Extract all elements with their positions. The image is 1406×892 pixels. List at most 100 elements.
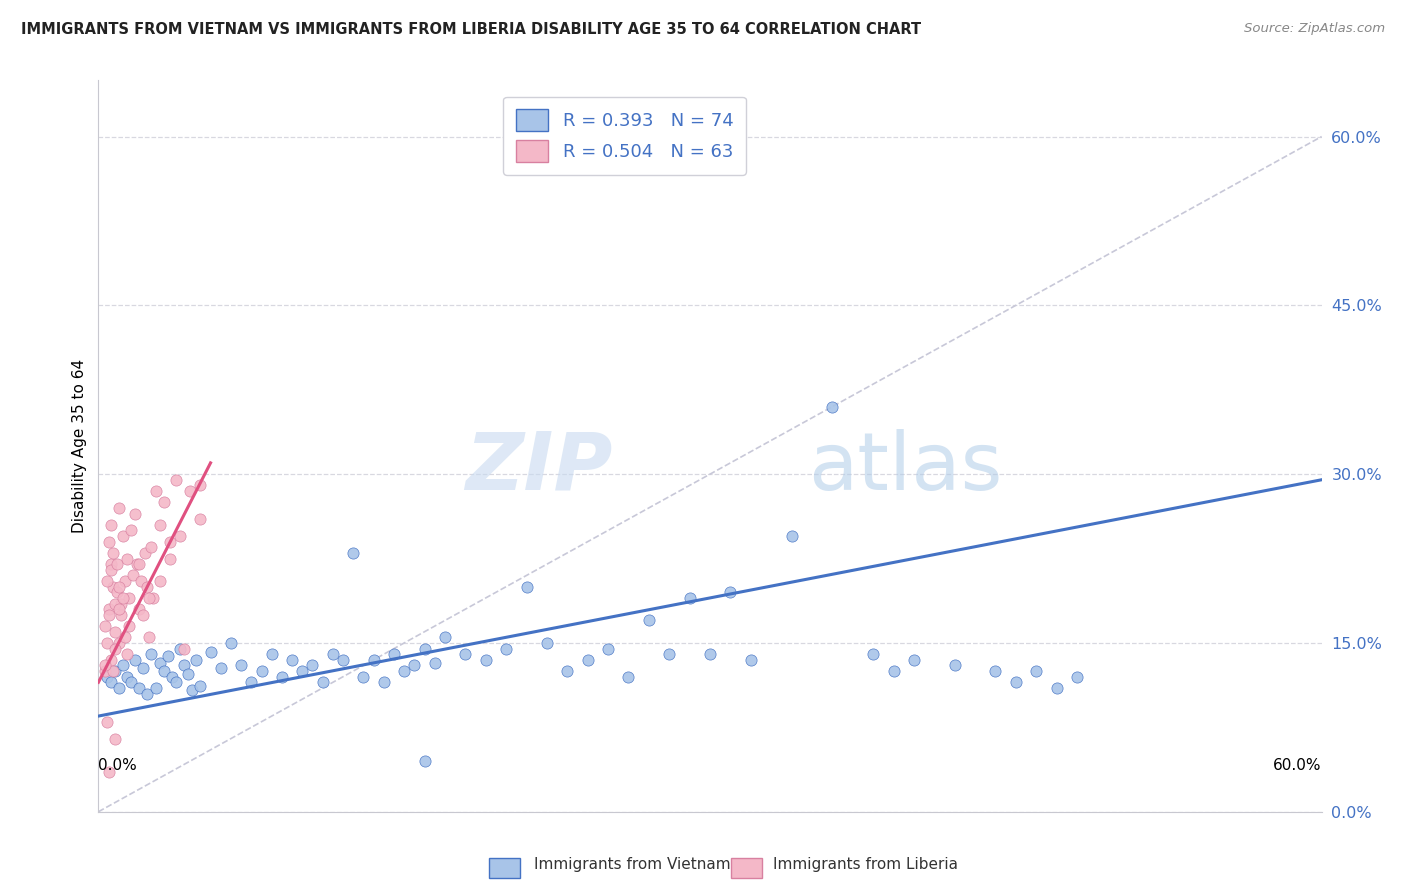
Point <box>363 653 385 667</box>
Point <box>141 647 163 661</box>
Point <box>332 653 354 667</box>
Point <box>495 641 517 656</box>
Point <box>100 563 122 577</box>
Point <box>186 653 208 667</box>
Point <box>108 681 131 695</box>
Point <box>740 653 762 667</box>
Point <box>118 591 141 605</box>
Point <box>111 658 134 673</box>
Point <box>115 551 138 566</box>
Point <box>188 478 212 492</box>
Point <box>188 679 212 693</box>
Point <box>718 585 742 599</box>
Point <box>145 483 167 498</box>
Text: atlas: atlas <box>808 429 1002 507</box>
Point <box>596 641 619 656</box>
Point <box>104 731 127 746</box>
Point <box>122 568 145 582</box>
Point <box>141 541 163 555</box>
Point <box>104 641 127 656</box>
Point <box>679 591 702 605</box>
Point <box>200 645 222 659</box>
Point <box>454 647 477 661</box>
Point <box>128 602 150 616</box>
Point <box>699 647 721 661</box>
Point <box>114 574 136 588</box>
Point <box>984 664 1007 678</box>
Point <box>173 641 195 656</box>
Point <box>108 636 131 650</box>
Point <box>373 675 395 690</box>
Point <box>100 653 122 667</box>
Point <box>124 507 146 521</box>
Point <box>209 661 232 675</box>
Point <box>124 653 146 667</box>
Point <box>101 580 124 594</box>
Point <box>105 585 128 599</box>
Point <box>576 653 599 667</box>
Point <box>382 647 405 661</box>
Point <box>322 647 344 661</box>
Point <box>120 524 142 538</box>
Point <box>132 607 155 622</box>
Point <box>108 580 131 594</box>
Point <box>159 534 181 549</box>
Point <box>97 765 120 780</box>
Text: 0.0%: 0.0% <box>98 757 138 772</box>
Point <box>100 517 122 532</box>
Point <box>555 664 579 678</box>
Point <box>392 664 416 678</box>
Point <box>110 597 132 611</box>
Point <box>128 681 150 695</box>
Point <box>413 754 436 768</box>
Point <box>105 557 128 571</box>
Point <box>903 653 925 667</box>
Point <box>111 529 134 543</box>
Point <box>312 675 335 690</box>
Point <box>100 557 122 571</box>
Point <box>165 675 187 690</box>
Text: ZIP: ZIP <box>465 429 612 507</box>
Point <box>138 630 160 644</box>
Point <box>128 557 150 571</box>
Point <box>115 670 138 684</box>
Text: Source: ZipAtlas.com: Source: ZipAtlas.com <box>1244 22 1385 36</box>
Legend: R = 0.393   N = 74, R = 0.504   N = 63: R = 0.393 N = 74, R = 0.504 N = 63 <box>503 96 747 175</box>
Point <box>149 574 172 588</box>
Point <box>169 641 191 656</box>
Point <box>352 670 374 684</box>
Text: Immigrants from Liberia: Immigrants from Liberia <box>773 857 959 872</box>
Point <box>120 675 142 690</box>
Point <box>108 602 131 616</box>
Point <box>152 495 174 509</box>
Point <box>104 597 127 611</box>
Y-axis label: Disability Age 35 to 64: Disability Age 35 to 64 <box>72 359 87 533</box>
Point <box>96 714 118 729</box>
Point <box>1004 675 1026 690</box>
Point <box>93 664 115 678</box>
Point <box>127 557 149 571</box>
Point <box>433 630 456 644</box>
Point <box>108 500 131 515</box>
Point <box>250 664 273 678</box>
Point <box>231 658 253 673</box>
Point <box>97 607 120 622</box>
Point <box>138 591 160 605</box>
Point <box>281 653 304 667</box>
Point <box>474 653 498 667</box>
Point <box>96 670 118 684</box>
Point <box>129 574 152 588</box>
Point <box>883 664 905 678</box>
Point <box>181 683 204 698</box>
Point <box>132 661 155 675</box>
Point <box>165 473 187 487</box>
Point <box>658 647 681 661</box>
Point <box>160 670 183 684</box>
Point <box>862 647 884 661</box>
Point <box>159 551 181 566</box>
Point <box>152 664 174 678</box>
Point <box>96 574 118 588</box>
Point <box>270 670 294 684</box>
Point <box>134 546 156 560</box>
Point <box>93 658 115 673</box>
